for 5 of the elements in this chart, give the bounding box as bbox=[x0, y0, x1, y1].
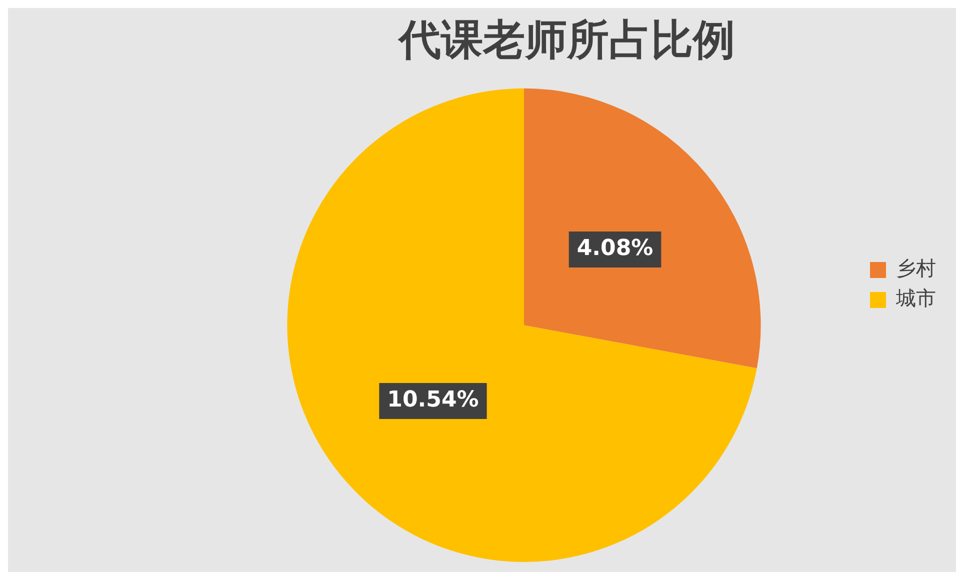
data-label: 10.54% bbox=[387, 388, 479, 413]
chart-title: 代课老师所占比例 bbox=[397, 15, 735, 64]
data-label: 4.08% bbox=[576, 236, 654, 262]
legend-label: 乡村 bbox=[896, 256, 936, 280]
legend-label: 城市 bbox=[895, 286, 936, 310]
